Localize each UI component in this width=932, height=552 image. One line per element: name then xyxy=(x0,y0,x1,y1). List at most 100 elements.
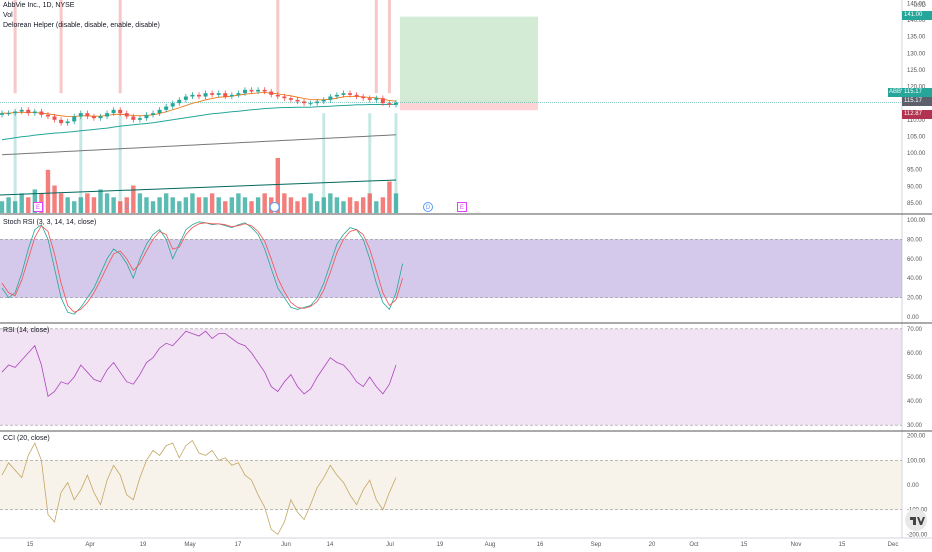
candle-body xyxy=(164,106,169,110)
indicator-series-line xyxy=(1,330,397,397)
price-tick-label: 140.00 xyxy=(907,18,926,24)
candle-body xyxy=(13,111,18,114)
candle-body xyxy=(223,93,228,97)
volume-bar xyxy=(275,158,280,213)
candle-body xyxy=(98,116,103,119)
helper-legend[interactable]: Delorean Helper (disable, disable, enabl… xyxy=(3,22,160,29)
time-tick-label: 17 xyxy=(235,542,242,548)
event-marker-e-icon[interactable]: E xyxy=(457,202,467,212)
price-tick-label: 130.00 xyxy=(907,51,926,57)
volume-bar xyxy=(387,181,392,213)
candle-body xyxy=(26,109,31,114)
volume-bar xyxy=(91,197,97,213)
time-tick-label: 19 xyxy=(437,542,444,548)
stoch-rsi-legend[interactable]: Stoch RSI (3, 3, 14, 14, close) xyxy=(3,219,97,226)
price-tick-label: 105.00 xyxy=(907,134,926,140)
candle-body xyxy=(197,94,201,97)
candle-body xyxy=(183,96,188,100)
time-tick-label: Apr xyxy=(85,542,94,548)
event-marker-shape xyxy=(269,202,280,212)
signal-bar-sell xyxy=(59,0,63,94)
candle-body xyxy=(242,89,247,94)
currency-label: USD xyxy=(913,3,926,9)
indicator-tick-label: 100.00 xyxy=(907,458,926,464)
volume-bar xyxy=(295,201,300,213)
rsi-legend[interactable]: RSI (14, close) xyxy=(3,327,50,334)
stop-price-badge: 112.87 xyxy=(902,110,932,119)
volume-bar xyxy=(150,201,156,213)
volume-bar xyxy=(354,201,359,213)
volume-bar xyxy=(328,193,333,213)
time-tick-label: 20 xyxy=(649,542,656,548)
candle-body xyxy=(170,103,175,107)
cci-legend[interactable]: CCI (20, close) xyxy=(3,435,50,442)
candle-body xyxy=(394,102,398,105)
ema-long-line xyxy=(1,103,397,141)
event-marker-d-icon[interactable]: D xyxy=(125,202,280,212)
volume-bar xyxy=(301,197,307,213)
candle-body xyxy=(0,113,4,115)
signal-bar-sell xyxy=(387,0,391,94)
candle-body xyxy=(118,109,123,114)
candle-body xyxy=(374,98,379,100)
signal-bar-sell xyxy=(118,0,122,94)
ticker-badge: ABBV xyxy=(888,88,906,97)
last-price-badge-alt: 115.17 xyxy=(902,97,932,106)
indicator-tick-label: 20.00 xyxy=(907,296,923,302)
time-tick-label: Nov xyxy=(791,542,802,548)
indicator-tick-label: 60.00 xyxy=(907,257,923,263)
time-tick-label: Dec xyxy=(888,542,899,548)
candle-body xyxy=(256,89,261,92)
candle-body xyxy=(210,93,215,95)
volume-bar xyxy=(111,197,116,213)
symbol-header[interactable]: AbbVie Inc., 1D, NYSE xyxy=(3,2,75,9)
event-marker-d-icon[interactable]: D xyxy=(423,202,433,212)
volume-bar xyxy=(19,193,24,213)
sma-200-line xyxy=(1,134,397,156)
candle-body xyxy=(190,94,195,97)
time-tick-label: Jun xyxy=(281,542,291,548)
signal-bar-sell xyxy=(13,0,17,94)
candle-body xyxy=(59,119,64,124)
signal-bar-buy xyxy=(118,113,122,213)
candle-body xyxy=(295,99,300,102)
event-marker-e-icon[interactable]: E xyxy=(33,202,43,212)
signal-bar-buy xyxy=(79,113,83,213)
indicator-tick-label: 200.00 xyxy=(907,434,926,440)
candle-body xyxy=(262,89,267,92)
signal-bar-sell xyxy=(374,0,378,94)
time-tick-label: May xyxy=(184,542,195,548)
candle-body xyxy=(348,93,353,95)
candle-body xyxy=(269,91,274,95)
volume-bar xyxy=(12,201,18,213)
candle-body xyxy=(131,116,136,120)
candle-body xyxy=(321,99,326,102)
volume-legend[interactable]: Vol xyxy=(3,12,13,19)
volume-bar xyxy=(65,197,70,213)
candle-body xyxy=(236,93,241,95)
stop-zone xyxy=(400,102,538,111)
volume-bar xyxy=(144,197,149,213)
volume-bar xyxy=(282,193,287,213)
candle-body xyxy=(387,103,392,105)
indicator-series-line xyxy=(1,439,397,535)
volume-bar xyxy=(6,197,11,213)
candle-body xyxy=(111,109,116,114)
volume-bar xyxy=(255,197,261,213)
indicator-series-line xyxy=(1,222,403,313)
price-tick-label: 110.00 xyxy=(907,118,926,124)
indicator-tick-label: 60.00 xyxy=(907,351,923,357)
volume-bar xyxy=(118,201,123,213)
volume-bar xyxy=(308,193,313,213)
candle-body xyxy=(229,94,234,97)
candle-body xyxy=(78,113,83,117)
event-marker-letter: D xyxy=(125,205,130,211)
volume-bar xyxy=(137,193,143,213)
time-tick-label: Aug xyxy=(485,542,496,548)
signal-bar-buy xyxy=(368,113,372,213)
price-tick-label: 100.00 xyxy=(907,151,926,157)
candle-body xyxy=(288,98,293,100)
candle-body xyxy=(32,111,37,114)
